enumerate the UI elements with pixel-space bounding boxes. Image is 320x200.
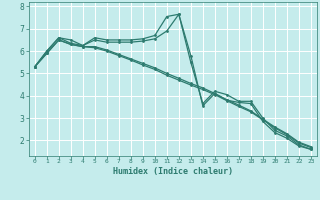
X-axis label: Humidex (Indice chaleur): Humidex (Indice chaleur) [113, 167, 233, 176]
